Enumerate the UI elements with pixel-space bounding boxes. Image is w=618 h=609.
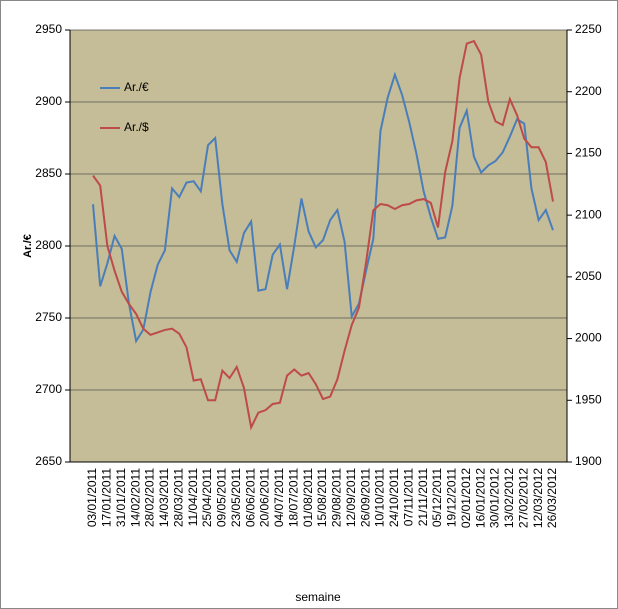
y2-tick-label: 2000 bbox=[575, 331, 602, 345]
x-tick-label: 25/04/2011 bbox=[200, 468, 214, 527]
x-tick-label: 26/09/2011 bbox=[358, 468, 372, 527]
x-tick-label: 15/08/2011 bbox=[315, 468, 329, 527]
series-line bbox=[92, 39, 554, 431]
y2-tick-label: 2100 bbox=[575, 207, 602, 221]
x-tick-label: 27/02/2012 bbox=[516, 468, 530, 528]
series-line bbox=[92, 71, 554, 344]
legend-label: Ar./$ bbox=[124, 120, 149, 134]
x-tick-label: 16/01/2012 bbox=[473, 468, 487, 528]
x-tick-label: 05/12/2011 bbox=[430, 468, 444, 527]
legend-label: Ar./€ bbox=[124, 80, 149, 94]
x-tick-label: 13/02/2012 bbox=[502, 468, 516, 528]
x-tick-label: 28/02/2011 bbox=[143, 468, 157, 527]
x-tick-label: 07/11/2011 bbox=[401, 468, 415, 527]
x-tick-label: 21/11/2011 bbox=[416, 468, 430, 527]
y2-tick-label: 2200 bbox=[575, 84, 602, 98]
y2-tick-label: 2150 bbox=[575, 146, 602, 160]
x-tick-label: 09/05/2011 bbox=[215, 468, 229, 527]
x-tick-label: 24/10/2011 bbox=[387, 468, 401, 527]
y2-tick-label: 1950 bbox=[575, 392, 602, 406]
y2-tick-label: 1900 bbox=[575, 454, 602, 468]
x-tick-label: 12/03/2012 bbox=[531, 468, 545, 528]
y-tick-label: 2750 bbox=[35, 310, 62, 324]
x-tick-label: 10/10/2011 bbox=[373, 468, 387, 527]
x-tick-label: 23/05/2011 bbox=[229, 468, 243, 527]
y-tick-label: 2650 bbox=[35, 454, 62, 468]
y2-tick-label: 2050 bbox=[575, 269, 602, 283]
x-tick-label: 28/03/2011 bbox=[171, 468, 185, 527]
x-tick-label: 20/06/2011 bbox=[258, 468, 272, 527]
y-axis-title: Ar./€ bbox=[22, 234, 34, 258]
x-tick-label: 30/01/2012 bbox=[488, 468, 502, 528]
x-tick-label: 31/01/2011 bbox=[114, 468, 128, 527]
y2-tick-label: 2250 bbox=[575, 22, 602, 36]
x-tick-label: 11/04/2011 bbox=[186, 468, 200, 527]
y-tick-label: 2800 bbox=[35, 238, 62, 252]
x-tick-label: 01/08/2011 bbox=[301, 468, 315, 527]
x-tick-label: 18/07/2011 bbox=[286, 468, 300, 527]
x-tick-label: 29/08/2011 bbox=[330, 468, 344, 527]
x-tick-label: 14/02/2011 bbox=[128, 468, 142, 527]
x-axis-title: semaine bbox=[295, 590, 341, 604]
x-tick-label: 06/06/2011 bbox=[243, 468, 257, 527]
x-tick-label: 02/01/2012 bbox=[459, 468, 473, 528]
y-tick-label: 2900 bbox=[35, 94, 62, 108]
y-tick-label: 2700 bbox=[35, 382, 62, 396]
x-tick-label: 03/01/2011 bbox=[85, 468, 99, 527]
x-tick-label: 12/09/2011 bbox=[344, 468, 358, 527]
y-tick-label: 2950 bbox=[35, 22, 62, 36]
x-tick-label: 04/07/2011 bbox=[272, 468, 286, 527]
x-tick-label: 19/12/2011 bbox=[445, 468, 459, 527]
x-tick-label: 26/03/2012 bbox=[545, 468, 559, 528]
x-tick-label: 14/03/2011 bbox=[157, 468, 171, 527]
x-tick-label: 17/01/2011 bbox=[100, 468, 114, 527]
y-tick-label: 2850 bbox=[35, 166, 62, 180]
